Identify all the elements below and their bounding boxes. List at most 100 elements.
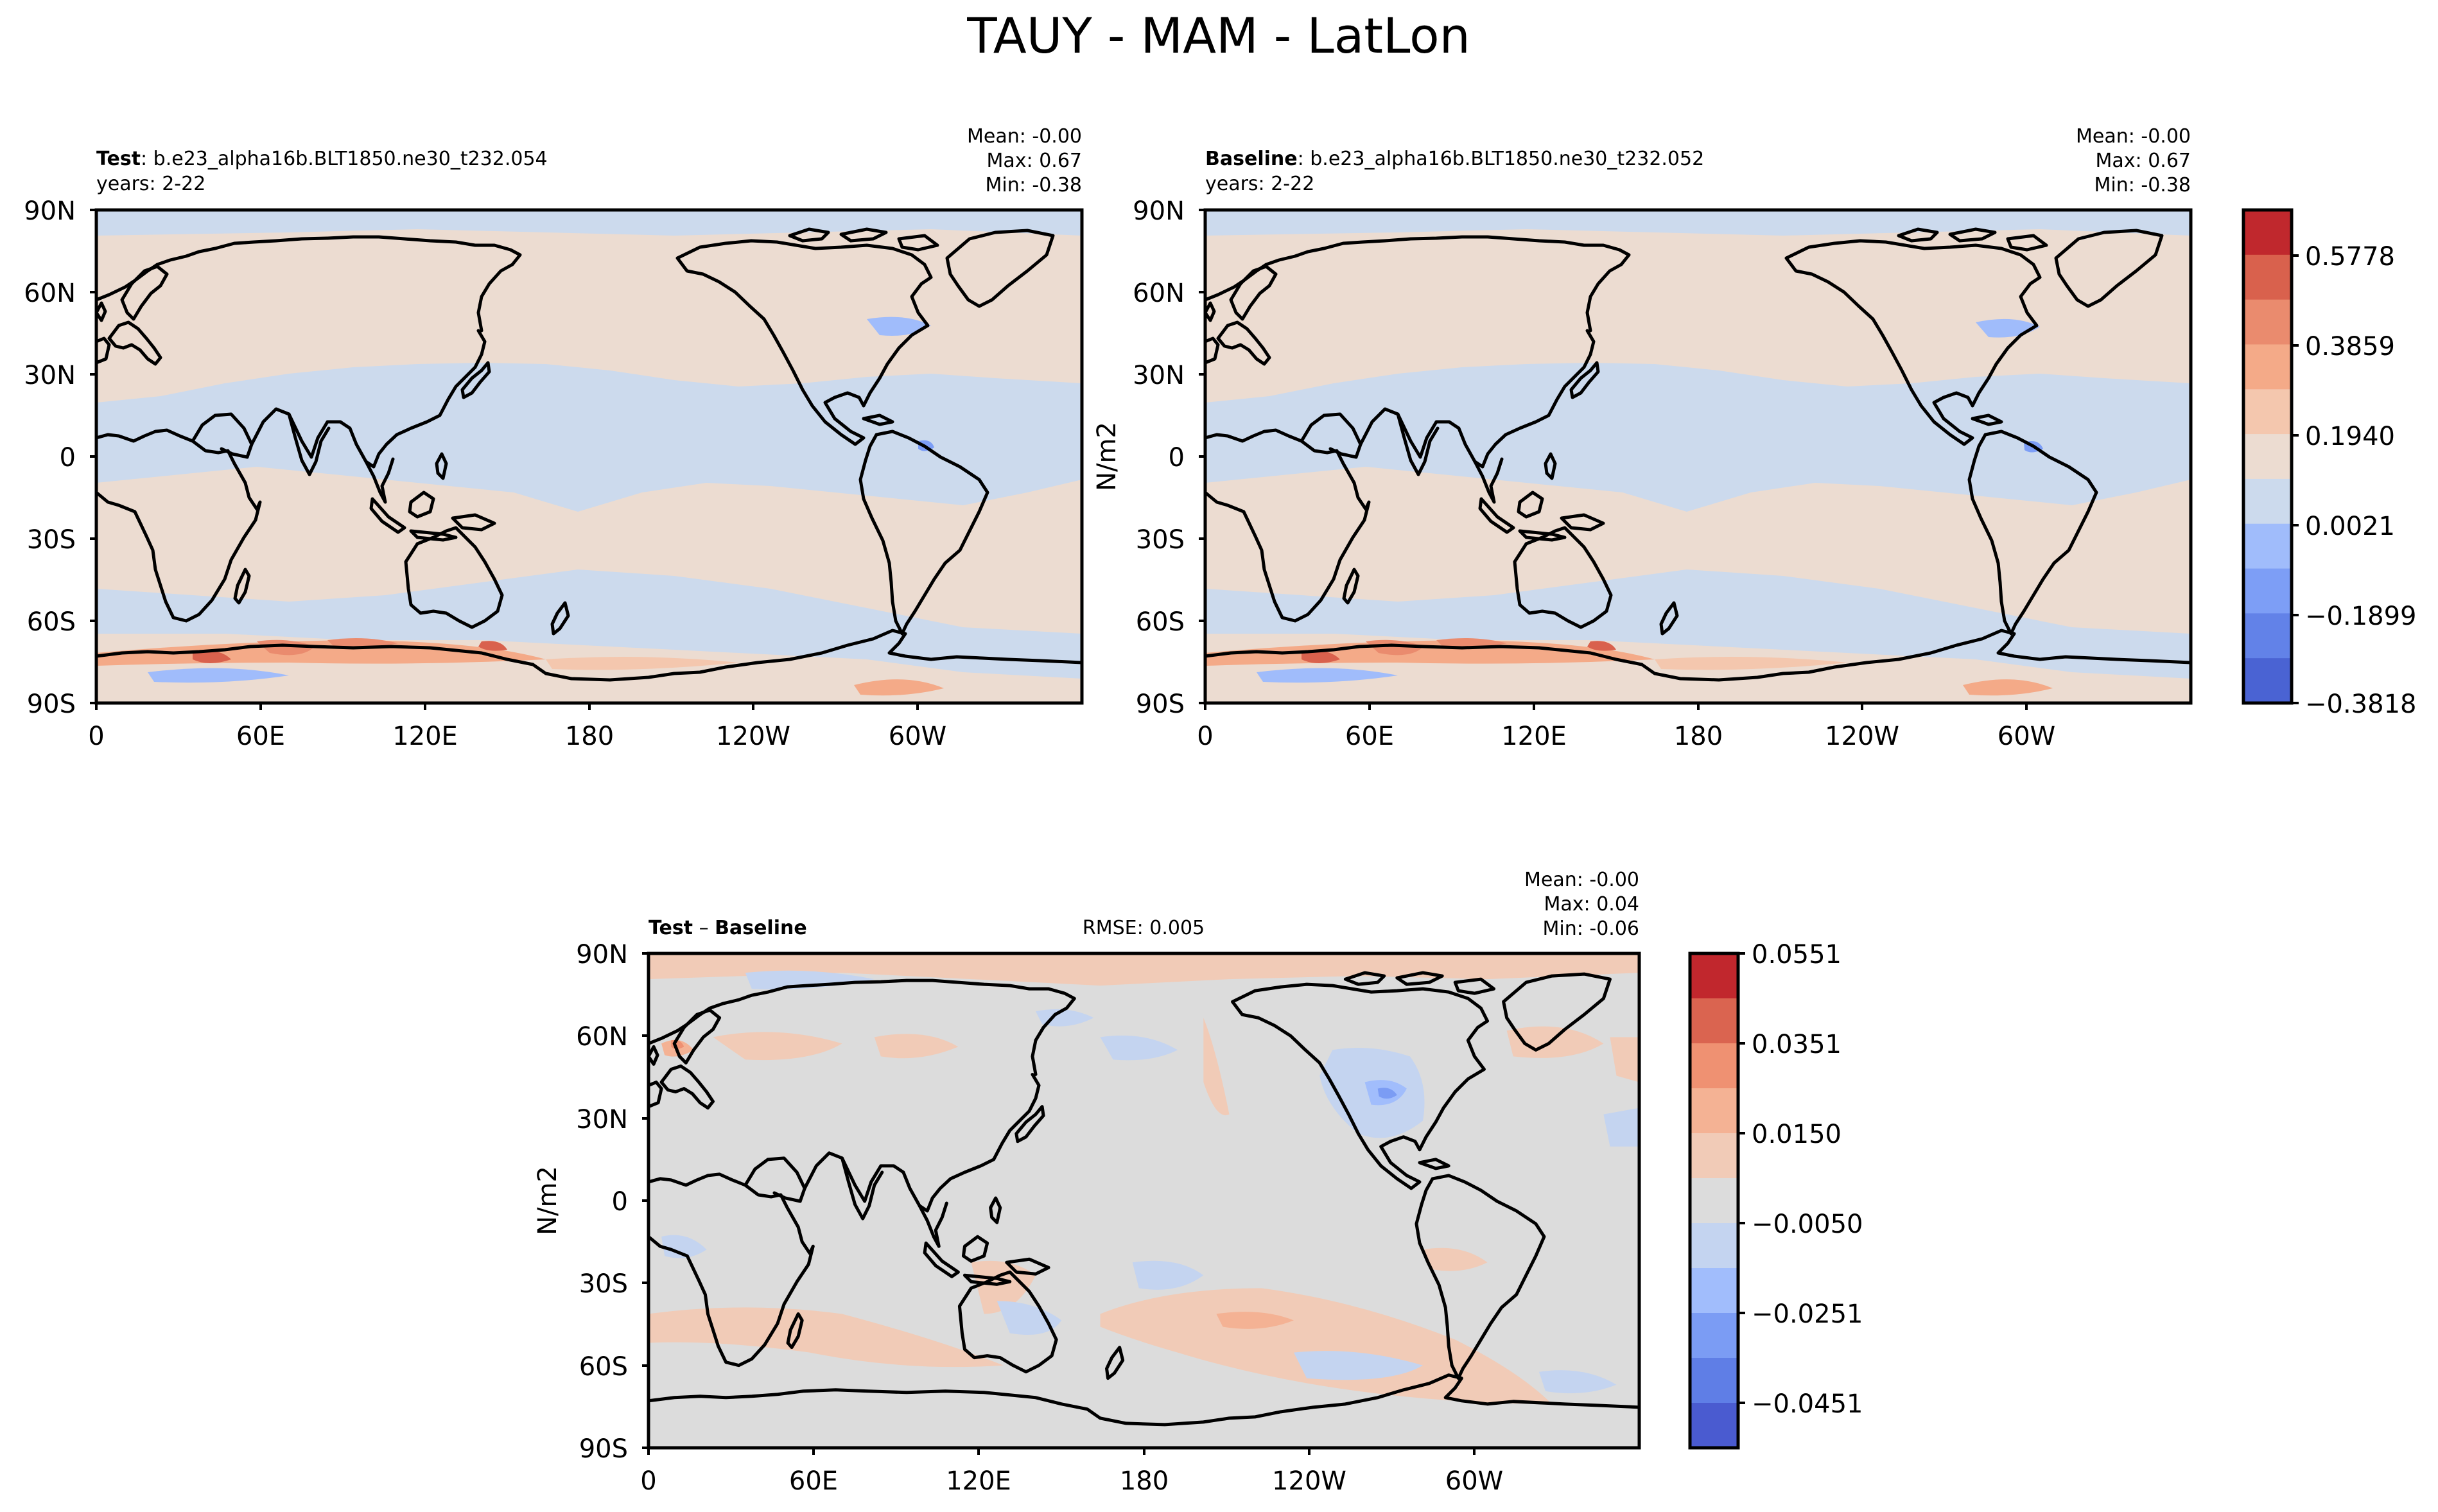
colorbar-main-tick: 0.3859 [2305, 332, 2395, 361]
panel-test-max: Max: 0.67 [987, 150, 1082, 172]
panel-baseline-mean: Mean: -0.00 [2076, 125, 2191, 148]
panel-difference-mean: Mean: -0.00 [1524, 869, 1639, 891]
colorbar-diff-bands [1690, 953, 1738, 1448]
figure-title: TAUY - MAM - LatLon [966, 7, 1470, 64]
colorbar-band [2243, 254, 2292, 300]
panel-baseline: Baseline: b.e23_alpha16b.BLT1850.ne30_t2… [1092, 125, 2193, 751]
panel-baseline-label-bold: Baseline [1205, 148, 1298, 170]
panel-baseline-min: Min: -0.38 [2094, 174, 2191, 196]
lon-tick: 120E [946, 1466, 1011, 1496]
colorbar-diff-tick: −0.0451 [1752, 1389, 1863, 1419]
positive-antarctic-4 [1436, 638, 1507, 648]
lon-tick: 180 [1120, 1466, 1169, 1496]
panel-difference-map [649, 953, 1639, 1448]
colorbar-band [1690, 953, 1738, 999]
lat-tick: 90N [1133, 196, 1185, 226]
negative-band-south [96, 569, 1082, 679]
colorbar-band [2243, 478, 2292, 525]
colorbar-band [1690, 1313, 1738, 1359]
colorbar-diff-frame [1688, 952, 1740, 1450]
panel-test: Test: b.e23_alpha16b.BLT1850.ne30_t232.0… [24, 125, 1084, 751]
lon-tick: 60E [789, 1466, 838, 1496]
panel-difference-label: Test – Baseline [649, 917, 807, 939]
lon-tick: 60W [1998, 722, 2055, 751]
panel-test-min: Min: -0.38 [986, 174, 1083, 196]
panel-test-lat-axis: 90N 60N 30N 0 30S 60S 90S [24, 196, 96, 719]
positive-antarctic-7 [1655, 657, 1847, 670]
colorbar-band [2243, 210, 2292, 256]
negative-band-north [1205, 210, 2191, 236]
positive-patch [1100, 1288, 1552, 1404]
negative-patch [1100, 1035, 1178, 1061]
panel-difference-min: Min: -0.06 [1543, 917, 1640, 940]
positive-patch [971, 1260, 1036, 1314]
colorbar-main: 0.5778 0.3859 0.1940 0.0021 −0.1899 −0.3… [2242, 208, 2416, 719]
negative-patch [1603, 1108, 1639, 1147]
negative-blob-antarctic [148, 668, 289, 683]
colorbar-main-tick: −0.1899 [2305, 602, 2416, 631]
colorbar-diff-tick: 0.0351 [1752, 1030, 1842, 1059]
positive-patch [649, 953, 1639, 986]
panel-test-case-name: : b.e23_alpha16b.BLT1850.ne30_t232.054 [141, 148, 548, 170]
colorbar-diff-tick: −0.0050 [1752, 1210, 1863, 1239]
panel-difference-label-test: Test [649, 917, 693, 939]
lat-tick: 30S [1136, 525, 1185, 555]
negative-patch [1294, 1351, 1423, 1380]
colorbar-band [1690, 1268, 1738, 1314]
lat-tick: 0 [60, 443, 76, 473]
colorbar-band [1690, 1223, 1738, 1269]
lat-tick: 60S [27, 607, 76, 637]
lat-tick: 60N [24, 279, 76, 308]
colorbar-band [2243, 344, 2292, 390]
positive-antarctic-6 [854, 679, 944, 696]
panel-difference-max: Max: 0.04 [1544, 893, 1639, 916]
panel-test-mean: Mean: -0.00 [967, 125, 1082, 148]
lon-tick: 60W [889, 722, 946, 751]
panel-baseline-label: Baseline: b.e23_alpha16b.BLT1850.ne30_t2… [1205, 148, 1704, 170]
colorbar-main-tick: −0.3818 [2305, 690, 2416, 719]
lon-tick: 180 [1674, 722, 1723, 751]
colorbar-main-tick: 0.0021 [2305, 512, 2395, 541]
colorbar-band [1690, 998, 1738, 1044]
colorbar-band [2243, 299, 2292, 345]
colorbar-band [1690, 1043, 1738, 1089]
lon-tick: 60E [1345, 722, 1394, 751]
panel-difference-label-baseline: Baseline [715, 917, 807, 939]
colorbar-band [2243, 434, 2292, 480]
panel-test-label: Test: b.e23_alpha16b.BLT1850.ne30_t232.0… [96, 148, 548, 170]
positive-patch [1610, 1037, 1639, 1082]
lat-tick: 30N [1133, 361, 1185, 390]
colorbar-band [1690, 1178, 1738, 1224]
panel-test-label-bold: Test [96, 148, 141, 170]
lat-tick: 30N [24, 361, 76, 390]
colorbar-diff-tick: −0.0251 [1752, 1299, 1863, 1329]
lat-tick: 90S [579, 1434, 628, 1464]
lat-tick: 90N [24, 196, 76, 226]
panel-baseline-lat-axis: 90N 60N 30N 0 30S 60S 90S [1133, 196, 1205, 719]
colorbar-band [2243, 389, 2292, 435]
negative-blob-antarctic [1257, 668, 1398, 683]
lat-tick: 0 [612, 1187, 628, 1217]
positive-antarctic-3 [193, 650, 231, 663]
lat-tick: 90S [27, 690, 76, 719]
colorbar-diff-tick: 0.0150 [1752, 1120, 1842, 1149]
lon-tick: 120W [1825, 722, 1899, 751]
negative-patch [997, 1301, 1062, 1335]
colorbar-band [1690, 1088, 1738, 1134]
lat-tick: 90N [576, 940, 628, 969]
panel-test-map [96, 210, 1082, 703]
positive-patch [1423, 1247, 1488, 1271]
panel-test-years: years: 2-22 [96, 173, 205, 195]
lat-tick: 60N [576, 1022, 628, 1052]
positive-antarctic-7 [546, 657, 738, 670]
panel-difference-rmse: RMSE: 0.005 [1083, 917, 1205, 939]
positive-patch [1216, 1312, 1294, 1329]
positive-antarctic-5 [478, 641, 507, 651]
negative-patch [1538, 1370, 1617, 1394]
colorbar-band [1690, 1358, 1738, 1403]
lat-tick: 30S [27, 525, 76, 555]
colorbar-main-bands [2243, 210, 2292, 704]
colorbar-main-tick: 0.5778 [2305, 242, 2395, 272]
lat-tick: 60N [1133, 279, 1185, 308]
